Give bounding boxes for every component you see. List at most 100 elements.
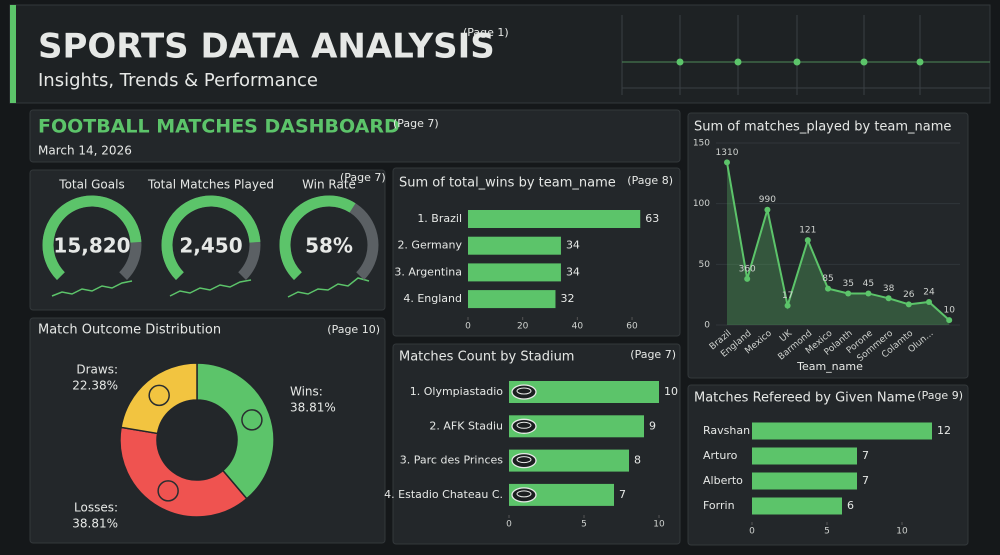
chart-title: Sum of total_wins by team_name bbox=[399, 176, 616, 191]
value-label: 360 bbox=[739, 264, 756, 274]
value-label: 10 bbox=[943, 306, 955, 316]
value-label: 8 bbox=[634, 454, 641, 467]
x-tick-label: 5 bbox=[824, 527, 830, 537]
y-tick-label: 150 bbox=[693, 139, 710, 149]
slice-value: 22.38% bbox=[72, 379, 118, 393]
bar bbox=[509, 449, 629, 472]
value-label: 34 bbox=[566, 265, 580, 278]
referee-panel bbox=[687, 384, 969, 546]
stadium-icon bbox=[511, 487, 537, 503]
kpi-page: (Page 7) bbox=[340, 171, 386, 184]
slice-icon bbox=[241, 409, 263, 431]
category-label: Ravshan bbox=[703, 424, 750, 437]
value-label: 12 bbox=[937, 424, 951, 437]
point bbox=[865, 290, 872, 297]
value-label: 9 bbox=[649, 419, 656, 432]
value-label: 45 bbox=[863, 279, 874, 289]
value-label: 7 bbox=[862, 474, 869, 487]
value-label: 24 bbox=[923, 287, 935, 297]
line bbox=[726, 162, 950, 321]
value-label: 85 bbox=[822, 274, 833, 284]
chart-title: Matches Count by Stadium bbox=[399, 350, 574, 365]
line-panel bbox=[687, 112, 969, 379]
header-page: (Page 1) bbox=[463, 26, 509, 39]
category-label: 3. Parc des Princes bbox=[400, 454, 503, 467]
stadium-icon bbox=[511, 452, 537, 469]
point bbox=[946, 317, 953, 324]
slice-label: Wins: bbox=[290, 385, 323, 399]
axis-label: Team_name bbox=[796, 360, 863, 373]
sparklines bbox=[51, 277, 370, 298]
y-tick-label: 50 bbox=[699, 260, 711, 270]
stadium-icon bbox=[511, 384, 537, 400]
icon-shape bbox=[511, 418, 537, 434]
slice-value: 38.81% bbox=[72, 517, 118, 531]
category-label: 4. England bbox=[403, 292, 462, 305]
value-label: 35 bbox=[842, 279, 853, 289]
bar bbox=[752, 472, 857, 490]
category-label: 3. Argentina bbox=[394, 265, 462, 278]
gauge-arc bbox=[279, 195, 356, 280]
y-tick-label: 100 bbox=[693, 199, 710, 209]
chart-title: Matches Refereed by Given Name bbox=[694, 391, 915, 406]
category-label: 4. Estadio Chateau C. bbox=[384, 488, 503, 501]
x-tick-label: 10 bbox=[653, 520, 665, 530]
header-subtitle: Insights, Trends & Performance bbox=[38, 70, 318, 91]
value-label: 121 bbox=[799, 226, 816, 236]
category-label: 2. AFK Stadiu bbox=[429, 419, 503, 432]
y-tick-label: 0 bbox=[704, 321, 710, 331]
point bbox=[784, 302, 791, 309]
icon-shape bbox=[516, 421, 532, 429]
point bbox=[825, 285, 831, 292]
icon-shape bbox=[511, 487, 537, 503]
slice-icon bbox=[148, 384, 170, 407]
bar bbox=[752, 497, 842, 515]
value-label: 10 bbox=[664, 385, 678, 398]
bar bbox=[468, 263, 561, 282]
bar bbox=[752, 447, 857, 465]
bar bbox=[752, 422, 932, 440]
donut-slice bbox=[196, 362, 275, 500]
value-label: 32 bbox=[560, 292, 574, 305]
point bbox=[744, 275, 751, 282]
point bbox=[926, 298, 932, 305]
x-tick-label: 0 bbox=[749, 527, 755, 537]
dashboard-page: (Page 7) bbox=[393, 117, 439, 130]
point bbox=[764, 206, 771, 213]
icon-shape bbox=[516, 387, 532, 395]
value-label: 38 bbox=[883, 284, 895, 294]
chart-page: (Page 10) bbox=[327, 323, 380, 336]
kpi-label: Win Rate bbox=[302, 178, 356, 192]
header-panel bbox=[9, 4, 991, 104]
icon-shape bbox=[511, 452, 537, 469]
title-panel bbox=[29, 109, 681, 163]
x-tick-label: 60 bbox=[626, 322, 638, 332]
x-tick-label: 5 bbox=[581, 520, 587, 530]
value-label: 34 bbox=[566, 239, 580, 252]
gauge-arc bbox=[161, 195, 261, 280]
bar bbox=[468, 210, 641, 228]
kpi-value: 2,450 bbox=[179, 234, 242, 258]
stadium-panel bbox=[392, 343, 681, 545]
slice-value: 38.81% bbox=[290, 401, 336, 415]
point bbox=[905, 301, 912, 308]
bar bbox=[509, 483, 614, 506]
point bbox=[724, 159, 730, 166]
chart-title: Sum of matches_played by team_name bbox=[694, 120, 951, 135]
category-label: Arturo bbox=[703, 449, 738, 462]
x-tick-label: 40 bbox=[572, 322, 584, 332]
bar bbox=[509, 415, 644, 438]
value-label: 17 bbox=[782, 291, 793, 301]
point bbox=[885, 295, 892, 302]
value-label: 990 bbox=[759, 195, 776, 205]
x-tick-label: 0 bbox=[465, 322, 471, 332]
bar bbox=[468, 236, 561, 255]
header-accent bbox=[10, 5, 16, 103]
value-label: 26 bbox=[903, 290, 915, 300]
slice-label: Draws: bbox=[76, 363, 118, 377]
category-label: Forrin bbox=[703, 499, 735, 512]
dashboard-date: March 14, 2026 bbox=[38, 144, 132, 158]
gauge-arc bbox=[42, 195, 142, 280]
stadium-icon bbox=[511, 418, 537, 434]
